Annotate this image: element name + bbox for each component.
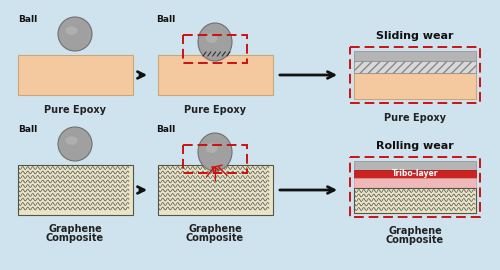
Bar: [354, 178, 476, 188]
Text: Ball: Ball: [18, 15, 37, 25]
Bar: [354, 188, 476, 213]
Bar: [350, 47, 480, 103]
Ellipse shape: [58, 17, 92, 51]
Text: Sliding wear: Sliding wear: [376, 31, 454, 41]
Text: Composite: Composite: [186, 233, 244, 243]
Ellipse shape: [66, 136, 78, 145]
Bar: [18, 55, 133, 95]
Text: Pure Epoxy: Pure Epoxy: [184, 105, 246, 115]
Text: Rolling wear: Rolling wear: [376, 141, 454, 151]
Bar: [350, 157, 480, 217]
Text: Tribo-layer: Tribo-layer: [392, 170, 438, 178]
Bar: [158, 55, 273, 95]
Text: Composite: Composite: [46, 233, 104, 243]
Ellipse shape: [198, 133, 232, 171]
Bar: [183, 145, 247, 173]
Text: Pure Epoxy: Pure Epoxy: [384, 113, 446, 123]
Text: Graphene: Graphene: [48, 224, 102, 234]
Bar: [158, 165, 273, 215]
Bar: [18, 165, 133, 215]
Text: Graphene: Graphene: [388, 226, 442, 236]
Bar: [354, 170, 476, 178]
Text: Pure Epoxy: Pure Epoxy: [44, 105, 106, 115]
Text: Ball: Ball: [18, 126, 37, 134]
Ellipse shape: [206, 143, 218, 153]
Bar: [354, 73, 476, 99]
Ellipse shape: [66, 26, 78, 35]
Bar: [354, 61, 476, 73]
Text: Ball: Ball: [156, 125, 176, 134]
Ellipse shape: [198, 23, 232, 61]
Bar: [354, 51, 476, 61]
Ellipse shape: [58, 127, 92, 161]
Bar: [183, 35, 247, 63]
Text: Composite: Composite: [386, 235, 444, 245]
Ellipse shape: [206, 33, 218, 43]
Text: Ball: Ball: [156, 15, 176, 24]
Text: Graphene: Graphene: [188, 224, 242, 234]
Bar: [354, 161, 476, 170]
